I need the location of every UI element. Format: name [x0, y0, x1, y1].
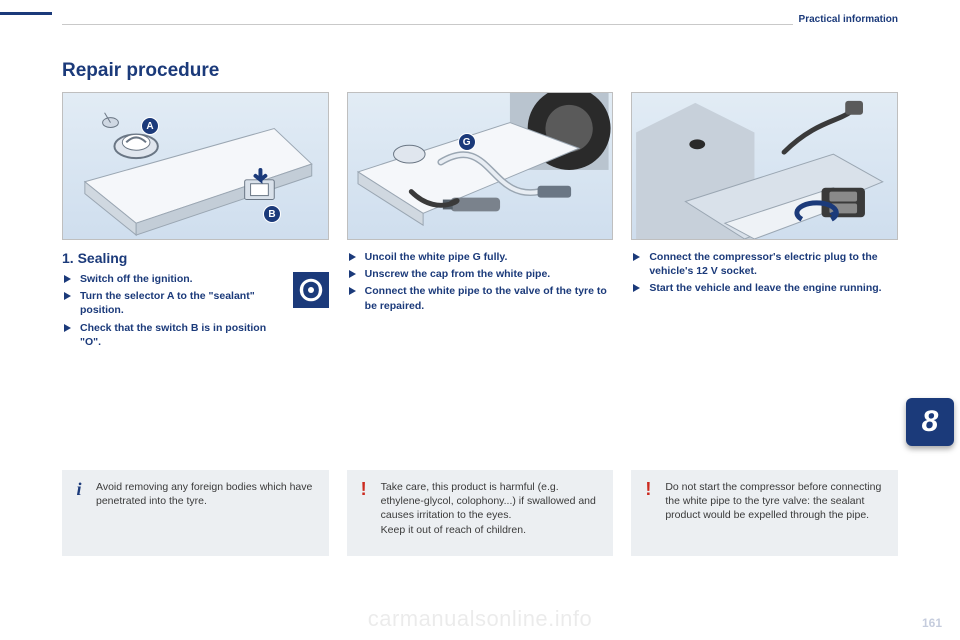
col2-item: Connect the white pipe to the valve of t…	[347, 284, 614, 312]
warning2-text: Do not start the compressor before conne…	[665, 480, 886, 523]
col1-item: Turn the selector A to the "sealant" pos…	[62, 289, 287, 317]
illustration-socket	[631, 92, 898, 240]
warning-2: ! Do not start the compressor before con…	[631, 470, 898, 556]
col1-item: Check that the switch B is in position "…	[62, 321, 287, 349]
info-note-text: Avoid removing any foreign bodies which …	[96, 480, 317, 508]
header-category: Practical information	[793, 14, 898, 25]
warning1-text-l2: Keep it out of reach of children.	[381, 523, 602, 537]
column-3: Connect the compressor's electric plug t…	[631, 92, 898, 352]
marker-b: B	[263, 205, 281, 223]
header-rule	[62, 24, 898, 25]
warning-icon: !	[639, 480, 657, 498]
col2-item: Uncoil the white pipe G fully.	[347, 250, 614, 264]
col2-bullets: Uncoil the white pipe G fully. Unscrew t…	[347, 250, 614, 313]
illustration-selector: A B	[62, 92, 329, 240]
tyre-sealant-icon	[293, 272, 329, 308]
watermark: carmanualsonline.info	[0, 606, 960, 632]
section-title: Repair procedure	[62, 60, 898, 82]
page-number: 161	[922, 616, 942, 630]
col2-item: Unscrew the cap from the white pipe.	[347, 267, 614, 281]
info-icon: i	[70, 480, 88, 498]
col1-bullets: Switch off the ignition. Turn the select…	[62, 272, 287, 352]
col1-item: Switch off the ignition.	[62, 272, 287, 286]
column-1: A B 1. Sealing Switch off the ignition. …	[62, 92, 329, 352]
column-2: G Uncoil the white pipe G fully. Unscrew…	[347, 92, 614, 352]
marker-a: A	[141, 117, 159, 135]
warning-icon: !	[355, 480, 373, 498]
illustration-pipe: G	[347, 92, 614, 240]
warning-1: ! Take care, this product is harmful (e.…	[347, 470, 614, 556]
col3-item: Start the vehicle and leave the engine r…	[631, 281, 898, 295]
col1-heading: 1. Sealing	[62, 250, 329, 266]
info-note: i Avoid removing any foreign bodies whic…	[62, 470, 329, 556]
chapter-badge: 8	[906, 398, 954, 446]
chapter-number: 8	[922, 405, 939, 439]
header-tab	[0, 12, 52, 15]
marker-g: G	[458, 133, 476, 151]
col3-bullets: Connect the compressor's electric plug t…	[631, 250, 898, 296]
warning1-text-l1: Take care, this product is harmful (e.g.…	[381, 480, 602, 523]
col3-item: Connect the compressor's electric plug t…	[631, 250, 898, 278]
